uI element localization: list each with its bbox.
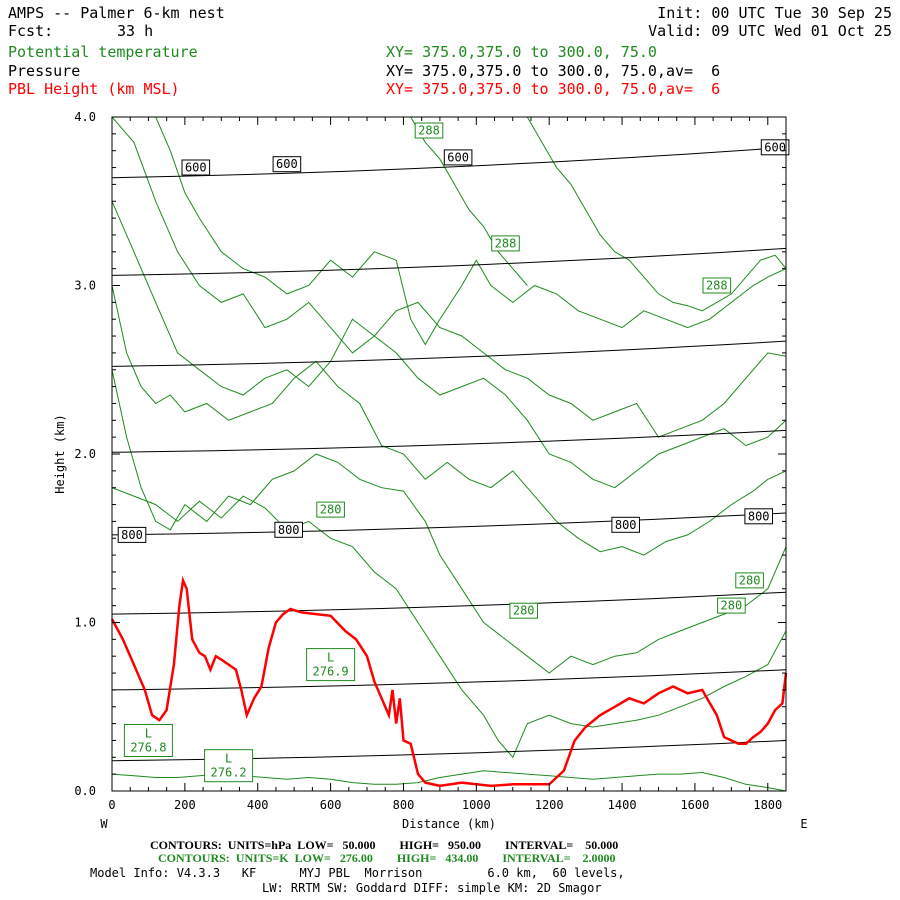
pbl-height-line bbox=[110, 575, 788, 788]
pbl-field-title: PBL Height (km MSL) bbox=[8, 80, 180, 98]
theta-label-box bbox=[717, 597, 746, 614]
pressure-label: 600 bbox=[276, 157, 298, 171]
y-axis-label: Height (km) bbox=[53, 414, 67, 493]
y-tick-label: 3.0 bbox=[74, 279, 96, 293]
theta-field-xy: XY= 375.0,375.0 to 300.0, 75.0 bbox=[386, 43, 657, 61]
pressure-contour-700 bbox=[111, 340, 787, 367]
theta-field-title: Potential temperature bbox=[8, 43, 198, 61]
pressure-label: 600 bbox=[764, 140, 786, 154]
theta-label-box bbox=[735, 572, 764, 589]
extremum-box bbox=[204, 749, 254, 783]
extremum-value: 276.8 bbox=[130, 741, 166, 755]
x-tick-label: 600 bbox=[320, 798, 342, 812]
physics-info: LW: RRTM SW: Goddard DIFF: simple KM: 2D… bbox=[262, 881, 602, 895]
theta-label-box bbox=[509, 602, 538, 619]
extremum-letter: L bbox=[145, 727, 152, 741]
x-tick-label: 1400 bbox=[608, 798, 637, 812]
y-tick-label: 1.0 bbox=[74, 616, 96, 630]
extremum-value: 276.2 bbox=[211, 766, 247, 780]
x-tick-label: 1000 bbox=[462, 798, 491, 812]
theta-contour-info: CONTOURS: UNITS=K LOW= 276.00 HIGH= 434.… bbox=[158, 851, 616, 865]
pressure-contour-600 bbox=[111, 146, 787, 179]
pressure-label: 600 bbox=[447, 150, 469, 164]
pressure-label: 600 bbox=[185, 161, 207, 175]
pressure-label-box bbox=[272, 156, 302, 173]
y-tick-label: 0.0 bbox=[74, 784, 96, 798]
theta-contour-1 bbox=[112, 487, 786, 759]
theta-label: 280 bbox=[721, 599, 743, 613]
theta-label: 280 bbox=[739, 573, 761, 587]
pressure-label-box bbox=[274, 521, 303, 538]
theta-contour-4 bbox=[112, 201, 786, 489]
theta-contour-2 bbox=[112, 369, 786, 674]
theta-contour-7 bbox=[526, 117, 786, 312]
y-tick-label: 4.0 bbox=[74, 110, 96, 124]
pressure-label-box bbox=[117, 526, 147, 543]
theta-contour-5 bbox=[112, 117, 786, 438]
pressure-contour-800 bbox=[111, 512, 787, 536]
x-tick-label: 400 bbox=[247, 798, 269, 812]
pressure-field-title: Pressure bbox=[8, 62, 81, 80]
x-tick-label: 1800 bbox=[753, 798, 782, 812]
theta-label-box bbox=[414, 122, 444, 139]
theta-label-box bbox=[316, 501, 345, 518]
axes: 0 200 400 600 800 1000 1200 1400 1600 1800 0.0 1.0 2… bbox=[74, 110, 787, 812]
pressure-label: 800 bbox=[615, 518, 637, 532]
pressure-contour-info: CONTOURS: UNITS=hPa LOW= 50.000 HIGH= 95… bbox=[150, 838, 619, 852]
pressure-label-box bbox=[744, 508, 774, 525]
pbl-height-series bbox=[110, 575, 788, 788]
x-tick-label: 1200 bbox=[535, 798, 564, 812]
theta-contour-8 bbox=[410, 117, 528, 286]
pressure-contour-650 bbox=[111, 247, 787, 276]
forecast-hours: 33 h bbox=[117, 22, 154, 40]
pressure-label-box bbox=[181, 159, 211, 176]
pressure-label: 800 bbox=[278, 523, 300, 537]
theta-label-box bbox=[702, 277, 732, 294]
x-tick-label: 0 bbox=[108, 798, 115, 812]
east-end-label: E bbox=[800, 817, 807, 831]
pressure-contour-900 bbox=[111, 669, 787, 691]
theta-label: 288 bbox=[418, 124, 440, 138]
init-time: Init: 00 UTC Tue 30 Sep 25 bbox=[657, 4, 892, 22]
pressure-contour-750 bbox=[111, 429, 787, 453]
pressure-label: 800 bbox=[121, 528, 143, 542]
theta-contour-6 bbox=[155, 117, 786, 346]
x-tick-label: 1600 bbox=[680, 798, 709, 812]
extremum-value: 276.9 bbox=[313, 665, 349, 679]
theta-label: 288 bbox=[495, 236, 517, 250]
extremum-letter: L bbox=[225, 752, 232, 766]
x-tick-label: 800 bbox=[393, 798, 415, 812]
pressure-label-box bbox=[443, 149, 473, 166]
forecast-label: Fcst: bbox=[8, 22, 54, 40]
pressure-label-box bbox=[611, 516, 641, 533]
theta-contours bbox=[112, 117, 786, 791]
pressure-contour-850 bbox=[111, 591, 787, 615]
extremum-box bbox=[306, 648, 356, 682]
theta-label-box bbox=[491, 235, 520, 252]
theta-label: 280 bbox=[320, 503, 342, 517]
theta-label: 280 bbox=[513, 604, 535, 618]
model-info: Model Info: V4.3.3 KF MYJ PBL Morrison 6… bbox=[90, 866, 625, 880]
extremum-letter: L bbox=[327, 651, 334, 665]
pbl-field-xy: XY= 375.0,375.0 to 300.0, 75.0,av= 6 bbox=[386, 80, 721, 98]
y-tick-label: 2.0 bbox=[74, 447, 96, 461]
theta-contour-3 bbox=[112, 285, 786, 556]
x-tick-label: 200 bbox=[174, 798, 196, 812]
plot-frame bbox=[111, 116, 787, 792]
pressure-field-xy: XY= 375.0,375.0 to 300.0, 75.0,av= 6 bbox=[386, 62, 721, 80]
theta-label: 288 bbox=[706, 279, 728, 293]
valid-time: Valid: 09 UTC Wed 01 Oct 25 bbox=[648, 22, 892, 40]
contour-labels: 600 600 600 600 800 800 800 800 288 288 288 280 280 2… bbox=[117, 122, 790, 783]
extremum-box bbox=[123, 724, 173, 757]
model-title: AMPS -- Palmer 6-km nest bbox=[8, 4, 225, 22]
pressure-label: 800 bbox=[748, 509, 770, 523]
x-axis-label: Distance (km) bbox=[402, 817, 496, 831]
west-end-label: W bbox=[100, 817, 108, 831]
